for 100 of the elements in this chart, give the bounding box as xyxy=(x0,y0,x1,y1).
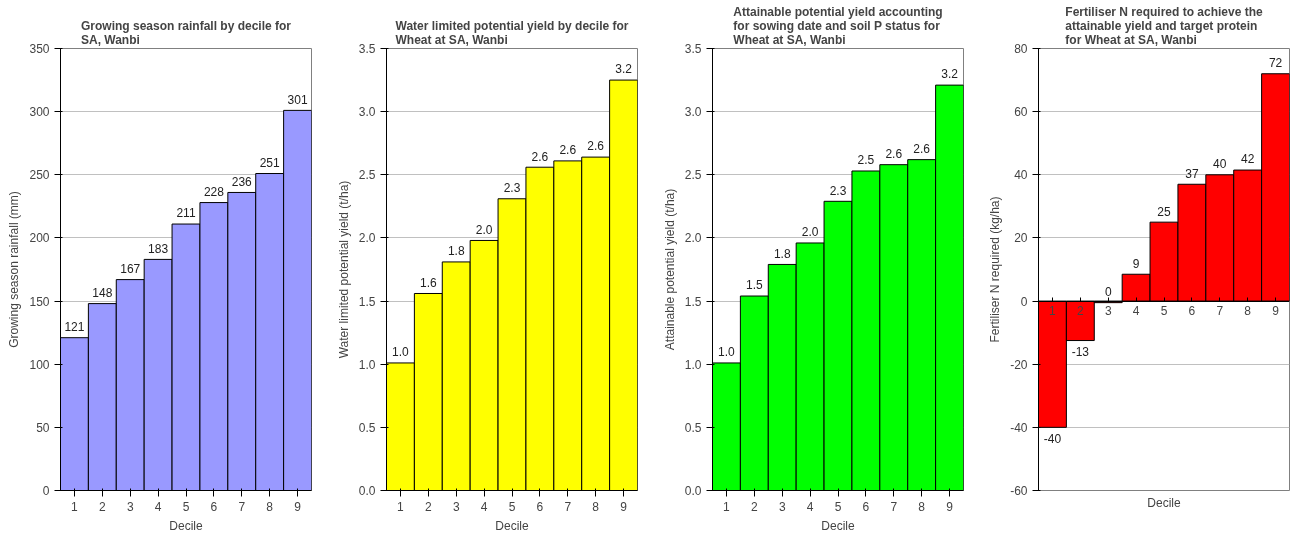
data-label: 2.6 xyxy=(587,139,605,154)
y-tick-label: 1.0 xyxy=(684,357,702,372)
y-tick-label: 20 xyxy=(1014,231,1028,246)
data-label: 1.6 xyxy=(419,275,437,290)
x-tick-label: 2 xyxy=(1077,304,1084,319)
data-label: 251 xyxy=(259,155,280,170)
x-tick-label: 2 xyxy=(99,499,106,514)
y-tick-label: 1.5 xyxy=(358,294,376,309)
x-tick-label: 5 xyxy=(508,499,516,514)
data-label: 1.0 xyxy=(392,345,410,360)
y-axis-title: Water limited potential yield (t/ha) xyxy=(336,180,351,359)
data-label: 236 xyxy=(231,174,253,189)
x-tick-label: 3 xyxy=(778,499,786,514)
y-tick-label: 100 xyxy=(29,357,50,372)
data-label: 2.6 xyxy=(885,147,903,162)
x-tick-label: 1 xyxy=(397,499,405,514)
y-tick-label: 0.5 xyxy=(684,420,702,435)
x-tick-label: 4 xyxy=(806,499,814,514)
y-tick-label: 0 xyxy=(1020,294,1028,309)
x-tick-label: 4 xyxy=(480,499,488,514)
x-tick-label: 6 xyxy=(210,499,218,514)
y-tick-label: 2.0 xyxy=(684,231,702,246)
x-tick-label: 8 xyxy=(918,499,926,514)
data-label: 2.5 xyxy=(857,153,875,168)
y-tick-label: 3.0 xyxy=(358,105,376,120)
x-tick-label: 7 xyxy=(564,499,572,514)
y-tick-label: 350 xyxy=(29,42,50,56)
chart-title: Water limited potential yield by decile for Wheat at SA, Wanbi xyxy=(395,18,629,47)
y-tick-label: 3.0 xyxy=(684,105,702,120)
y-tick-label: 40 xyxy=(1014,168,1028,183)
x-tick-label: 1 xyxy=(71,499,79,514)
data-label: 3.2 xyxy=(941,67,959,82)
y-tick-label: 0.0 xyxy=(358,484,376,498)
x-tick-label: 9 xyxy=(1272,304,1280,319)
data-label: 148 xyxy=(92,285,113,300)
chart-title: Growing season rainfall by decile for SA, Wanbi xyxy=(80,18,292,47)
x-tick-label: 8 xyxy=(1244,304,1252,319)
data-label: -40 xyxy=(1043,431,1062,446)
y-tick-label: -40 xyxy=(1010,420,1028,435)
y-tick-label: 2.5 xyxy=(684,168,702,183)
y-axis-title: Fertiliser N required (kg/ha) xyxy=(988,196,1003,343)
data-label: 2.0 xyxy=(475,222,493,237)
y-tick-label: 3.5 xyxy=(684,42,702,56)
data-label: 72 xyxy=(1268,56,1283,71)
chart-title: Fertiliser N required to achieve the attainable yield and target protein for Wheat at SA, Wanbi xyxy=(1065,4,1264,47)
data-label: 2.6 xyxy=(531,149,549,164)
data-label: 37 xyxy=(1185,166,1199,181)
x-axis-title: Decile xyxy=(495,518,529,533)
y-tick-label: 60 xyxy=(1014,105,1028,120)
y-tick-label: -20 xyxy=(1010,357,1028,372)
y-axis-title: Growing season rainfall (mm) xyxy=(7,191,22,348)
x-tick-label: 4 xyxy=(1132,304,1140,319)
data-label: 0 xyxy=(1104,285,1112,300)
x-tick-label: 5 xyxy=(182,499,190,514)
data-label: 211 xyxy=(176,206,196,221)
data-label: 9 xyxy=(1132,256,1140,271)
data-label: 42 xyxy=(1240,152,1255,167)
data-label: 2.6 xyxy=(913,142,931,156)
data-label: 167 xyxy=(120,261,141,276)
data-label: 228 xyxy=(203,184,225,199)
x-tick-label: 2 xyxy=(751,499,758,514)
x-tick-label: 6 xyxy=(1188,304,1196,319)
x-tick-label: 3 xyxy=(1104,304,1112,319)
data-label: 301 xyxy=(287,92,308,107)
x-tick-label: 9 xyxy=(946,499,954,514)
y-tick-label: 0.0 xyxy=(684,484,702,498)
data-label: 1.0 xyxy=(718,345,736,360)
x-tick-label: 9 xyxy=(620,499,628,514)
data-label: 2.6 xyxy=(559,143,577,158)
data-label: 3.2 xyxy=(615,62,633,77)
x-axis-title: Decile xyxy=(1147,495,1181,510)
y-tick-label: 250 xyxy=(29,168,50,183)
x-tick-label: 5 xyxy=(1160,304,1168,319)
data-label: -13 xyxy=(1071,345,1090,360)
y-tick-label: 0 xyxy=(42,484,50,498)
x-axis-title: Decile xyxy=(169,518,203,533)
y-tick-label: 0.5 xyxy=(358,420,376,435)
x-tick-label: 7 xyxy=(238,499,246,514)
x-tick-label: 7 xyxy=(890,499,898,514)
x-tick-label: 2 xyxy=(425,499,432,514)
y-tick-label: 80 xyxy=(1014,42,1028,56)
x-tick-label: 4 xyxy=(154,499,162,514)
y-tick-label: 1.0 xyxy=(358,357,376,372)
data-label: 183 xyxy=(148,241,169,256)
x-axis-title: Decile xyxy=(821,518,855,533)
data-label: 1.8 xyxy=(447,244,465,259)
data-label: 25 xyxy=(1157,204,1171,219)
y-tick-label: 1.5 xyxy=(684,294,702,309)
chart-title: Attainable potential yield accounting for sowing date and soil P status for Wheat at SA, Wanbi xyxy=(733,4,943,47)
y-tick-label: 300 xyxy=(29,105,50,120)
y-tick-label: -60 xyxy=(1010,484,1028,498)
x-tick-label: 3 xyxy=(452,499,460,514)
x-tick-label: 1 xyxy=(723,499,731,514)
x-tick-label: 6 xyxy=(862,499,870,514)
x-tick-label: 7 xyxy=(1216,304,1224,319)
data-label: 1.8 xyxy=(773,246,791,261)
x-tick-label: 8 xyxy=(266,499,274,514)
y-tick-label: 2.5 xyxy=(358,168,376,183)
data-label: 121 xyxy=(64,320,85,335)
y-axis-title: Attainable potential yield (t/ha) xyxy=(662,188,677,351)
